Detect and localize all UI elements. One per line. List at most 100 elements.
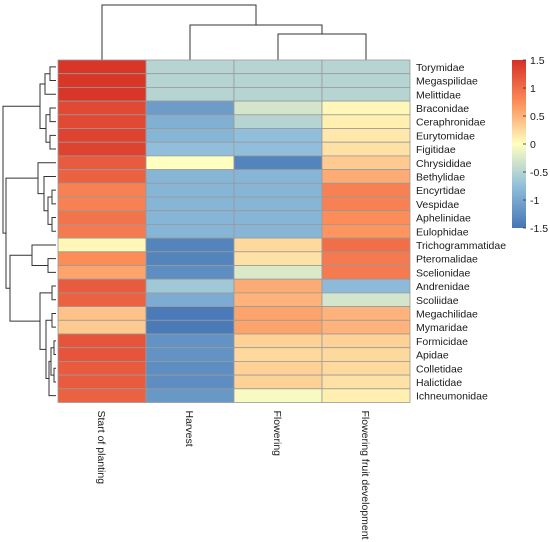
heatmap-cell	[321, 251, 411, 266]
dendrogram-branch	[49, 107, 56, 123]
row-label: Mymaridae	[416, 322, 468, 334]
heatmap-cell	[57, 223, 147, 239]
heatmap-cell	[145, 292, 235, 307]
row-label: Eulophidae	[416, 226, 469, 238]
heatmap-cell	[321, 306, 411, 321]
heatmap-cell	[57, 278, 147, 294]
row-label: Megaspilidae	[416, 76, 478, 88]
legend-tick-label: 0.5	[530, 111, 545, 123]
heatmap-cell	[57, 251, 147, 266]
heatmap-cell	[145, 141, 235, 157]
row-label: Halictidae	[416, 377, 462, 389]
row-label: Pteromalidae	[416, 254, 478, 266]
heatmap-cell	[57, 306, 147, 321]
heatmap-cell	[233, 278, 323, 294]
column-label: Flowering fruit development	[359, 411, 371, 540]
legend-tick-label: 1.5	[530, 55, 545, 67]
heatmap-cell	[57, 237, 147, 253]
heatmap-cell	[233, 59, 323, 75]
dendrogram-branch	[189, 24, 323, 60]
heatmap-cell	[233, 182, 323, 198]
row-label: Megachilidae	[416, 308, 478, 320]
dendrogram-branch	[5, 177, 38, 289]
heatmap-cell	[233, 388, 323, 403]
heatmap-cell	[233, 73, 323, 88]
row-label: Apidae	[416, 350, 449, 362]
heatmap-cell	[233, 265, 323, 280]
dendrogram-branch	[49, 134, 56, 150]
heatmap-cell	[321, 347, 411, 362]
legend-tick-label: -1	[530, 195, 539, 207]
heatmap-cell	[57, 360, 147, 376]
column-labels: Start of planting Harvest Flowering Floweri…	[95, 411, 371, 540]
heatmap-cell	[145, 374, 235, 390]
heatmap-cell	[321, 155, 411, 170]
heatmap-cell	[145, 388, 235, 403]
row-label: Vespidae	[416, 199, 459, 211]
heatmap-cell	[321, 333, 411, 349]
heatmap-cell	[145, 319, 235, 335]
heatmap-cell	[233, 306, 323, 321]
heatmap-cell	[321, 360, 411, 376]
heatmap-cell	[57, 182, 147, 198]
heatmap-cell	[145, 278, 235, 294]
heatmap-cell	[233, 210, 323, 225]
dendrogram-branch	[2, 105, 40, 234]
row-label: Formicidae	[416, 336, 468, 348]
dendrogram-branch	[53, 367, 56, 383]
dendrogram-branch	[37, 162, 56, 195]
dendrogram-branch	[47, 196, 52, 225]
heatmap-cell	[57, 128, 147, 143]
heatmap-cell	[57, 388, 147, 403]
heatmap-cell	[233, 319, 323, 335]
heatmap-cell	[233, 223, 323, 239]
heatmap-cell	[57, 114, 147, 129]
heatmap-cell	[233, 141, 323, 157]
heatmap-cell	[233, 292, 323, 307]
heatmap-cell	[233, 333, 323, 349]
heatmap-cell	[321, 196, 411, 212]
column-dendrogram	[101, 4, 367, 60]
heatmap-cell	[233, 169, 323, 184]
heatmap-cell	[233, 196, 323, 212]
dendrogram-branch	[45, 114, 50, 143]
row-label: Torymidae	[416, 62, 465, 74]
row-label: Encyrtidae	[416, 185, 466, 197]
heatmap-cell	[321, 182, 411, 198]
heatmap-cell	[57, 333, 147, 349]
heatmap-cell	[321, 292, 411, 307]
heatmap-cell	[321, 319, 411, 335]
heatmap-cell	[233, 114, 323, 129]
heatmap-cell	[145, 114, 235, 129]
heatmap-cell	[145, 360, 235, 376]
heatmap-cell	[57, 155, 147, 170]
heatmap-cell	[321, 374, 411, 390]
dendrogram-branch	[49, 66, 56, 82]
heatmap-cell	[145, 73, 235, 88]
row-label: Bethylidae	[416, 171, 465, 183]
heatmap-cell	[233, 237, 323, 253]
heatmap-cell	[321, 141, 411, 157]
heatmap-cell	[57, 319, 147, 335]
column-label: Harvest	[183, 411, 195, 447]
legend-color-bar	[512, 60, 526, 228]
heatmap-cell	[321, 128, 411, 143]
heatmap-cell	[233, 155, 323, 170]
row-label: Braconidae	[416, 103, 469, 115]
dendrogram-branch	[47, 258, 56, 273]
heatmap-cell	[145, 169, 235, 184]
color-legend: 1.5 1 0.5 0 -0.5 -1 -1.5	[512, 55, 548, 235]
heatmap-cell	[57, 292, 147, 307]
heatmap-cell	[145, 128, 235, 143]
row-label: Eurytomidae	[416, 130, 475, 142]
column-label: Start of planting	[95, 411, 107, 485]
heatmap-cell	[57, 196, 147, 212]
heatmap-cell	[145, 196, 235, 212]
row-label: Chrysididae	[416, 158, 472, 170]
dendrogram-branch	[53, 340, 56, 356]
heatmap-cell	[321, 265, 411, 280]
heatmap-cell	[57, 59, 147, 75]
heatmap-cell	[145, 333, 235, 349]
